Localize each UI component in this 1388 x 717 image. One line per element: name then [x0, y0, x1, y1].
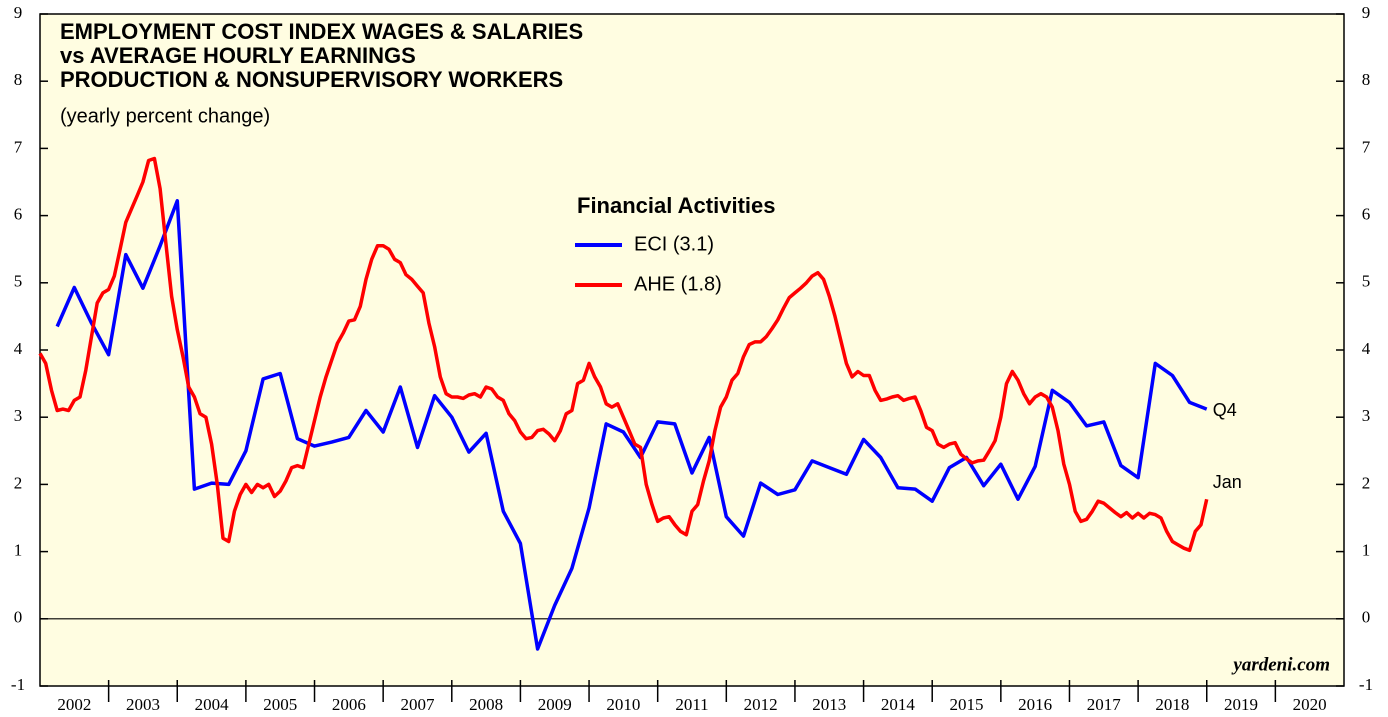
y-tick-label: 9 — [14, 3, 23, 22]
title-line: EMPLOYMENT COST INDEX WAGES & SALARIES — [60, 19, 583, 44]
x-tick-label: 2018 — [1155, 695, 1189, 714]
y2-tick-label: 1 — [1362, 541, 1371, 560]
legend-label: ECI (3.1) — [634, 233, 714, 255]
x-tick-label: 2010 — [606, 695, 640, 714]
y-tick-label: 6 — [14, 205, 23, 224]
watermark: yardeni.com — [1231, 654, 1330, 675]
legend-label: AHE (1.8) — [634, 273, 722, 295]
y-tick-label: 5 — [14, 272, 23, 291]
y-tick-label: 1 — [14, 541, 23, 560]
end-label: Q4 — [1213, 400, 1237, 420]
y2-tick-label: 3 — [1362, 406, 1371, 425]
y-tick-label: -1 — [11, 675, 25, 694]
x-tick-label: 2003 — [126, 695, 160, 714]
series-line — [38, 156, 1209, 553]
x-tick-label: 2011 — [675, 695, 708, 714]
x-tick-label: 2006 — [332, 695, 366, 714]
title-line: vs AVERAGE HOURLY EARNINGS — [60, 43, 416, 68]
x-tick-label: 2002 — [57, 695, 91, 714]
series-line — [55, 199, 1208, 651]
x-tick-label: 2009 — [538, 695, 572, 714]
y-tick-label: 8 — [14, 70, 23, 89]
y2-tick-label: 9 — [1362, 3, 1371, 22]
y-tick-label: 7 — [14, 137, 23, 156]
y2-tick-label: 4 — [1362, 339, 1371, 358]
x-tick-label: 2020 — [1293, 695, 1327, 714]
subtitle: (yearly percent change) — [60, 105, 270, 127]
y-tick-label: 0 — [14, 608, 23, 627]
x-tick-label: 2013 — [812, 695, 846, 714]
plot-area — [39, 13, 1345, 687]
y2-tick-label: 5 — [1362, 272, 1371, 291]
x-tick-label: 2016 — [1018, 695, 1052, 714]
y-tick-label: 2 — [14, 473, 23, 492]
y2-tick-label: 8 — [1362, 70, 1371, 89]
x-tick-label: 2005 — [263, 695, 297, 714]
x-tick-label: 2007 — [400, 695, 435, 714]
x-tick-label: 2019 — [1224, 695, 1258, 714]
y2-tick-label: 0 — [1362, 608, 1371, 627]
legend-title: Financial Activities — [577, 193, 775, 218]
title-line: PRODUCTION & NONSUPERVISORY WORKERS — [60, 67, 563, 92]
x-tick-label: 2015 — [950, 695, 984, 714]
x-tick-label: 2004 — [195, 695, 230, 714]
y-tick-label: 4 — [14, 339, 23, 358]
y2-tick-label: 6 — [1362, 205, 1371, 224]
x-tick-label: 2017 — [1087, 695, 1122, 714]
y2-tick-label: -1 — [1359, 675, 1373, 694]
x-tick-label: 2012 — [744, 695, 778, 714]
y2-tick-label: 7 — [1362, 137, 1371, 156]
x-tick-label: 2014 — [881, 695, 916, 714]
end-label: Jan — [1213, 472, 1242, 492]
x-tick-label: 2008 — [469, 695, 503, 714]
y2-tick-label: 2 — [1362, 473, 1371, 492]
y-tick-label: 3 — [14, 406, 23, 425]
